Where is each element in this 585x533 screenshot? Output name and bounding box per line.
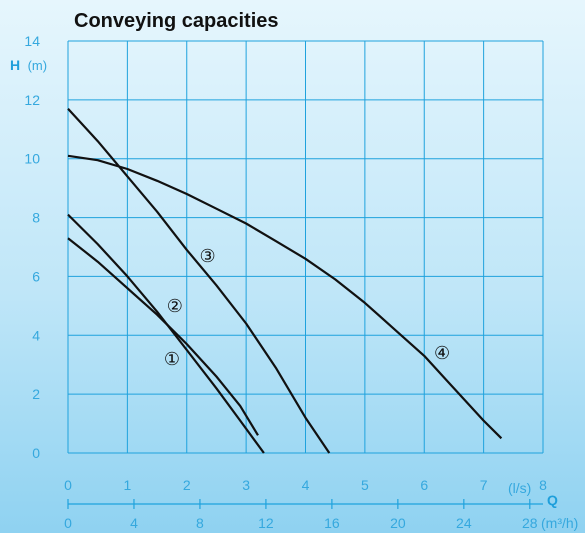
y-tick-labels: 0 2 4 6 8 10 12 14 — [24, 33, 40, 461]
chart-title: Conveying capacities — [74, 10, 279, 32]
y-tick-label: 10 — [24, 151, 40, 167]
x-tick-label-ls: 7 — [480, 477, 488, 493]
y-axis-symbol: H — [10, 57, 20, 73]
y-axis-unit: (m) — [28, 58, 48, 73]
curve-label-4: ④ — [434, 343, 450, 364]
curve-label-1: ① — [164, 349, 180, 370]
x-tick-label-ls: 2 — [183, 477, 191, 493]
y-tick-label: 0 — [32, 445, 40, 461]
curve-label-3: ③ — [199, 246, 215, 267]
x-tick-label-m3h: 28 — [522, 515, 538, 531]
x-tick-label-ls: 8 — [539, 477, 547, 493]
x-tick-label-ls: 3 — [242, 477, 250, 493]
curves — [67, 107, 503, 454]
x-tick-label-ls: 4 — [302, 477, 310, 493]
x-tick-label-m3h: 16 — [324, 515, 340, 531]
curve-label-2: ② — [167, 296, 183, 317]
y-tick-label: 4 — [32, 327, 40, 343]
y-tick-label: 6 — [32, 268, 40, 284]
x-tick-label-ls: 0 — [64, 477, 72, 493]
x-tick-label-m3h: 12 — [258, 515, 274, 531]
curve-3 — [67, 107, 331, 454]
y-tick-label: 8 — [32, 210, 40, 226]
grid — [67, 40, 544, 454]
x-tick-label-m3h: 8 — [196, 515, 204, 531]
x-unit-ls: (l/s) — [508, 480, 531, 496]
y-tick-label: 14 — [24, 33, 40, 49]
x-axes: 0 1 2 3 4 5 6 7 80 4 8 12 16 20 24 28 — [64, 477, 547, 531]
x-axis-symbol: Q — [547, 492, 558, 508]
y-tick-label: 12 — [24, 92, 40, 108]
curve-2 — [67, 213, 265, 454]
y-tick-label: 2 — [32, 386, 40, 402]
x-tick-label-ls: 6 — [420, 477, 428, 493]
x-tick-label-m3h: 20 — [390, 515, 406, 531]
x-tick-label-m3h: 0 — [64, 515, 72, 531]
curve-labels: ① ② ③ ④ — [164, 246, 450, 370]
x-tick-label-ls: 5 — [361, 477, 369, 493]
x-tick-label-m3h: 24 — [456, 515, 472, 531]
x-unit-m3h: (m³/h) — [541, 515, 578, 531]
x-tick-label-m3h: 4 — [130, 515, 138, 531]
x-tick-label-ls: 1 — [123, 477, 131, 493]
y-axis-label: H (m) — [10, 57, 47, 74]
curve-4 — [67, 154, 503, 440]
